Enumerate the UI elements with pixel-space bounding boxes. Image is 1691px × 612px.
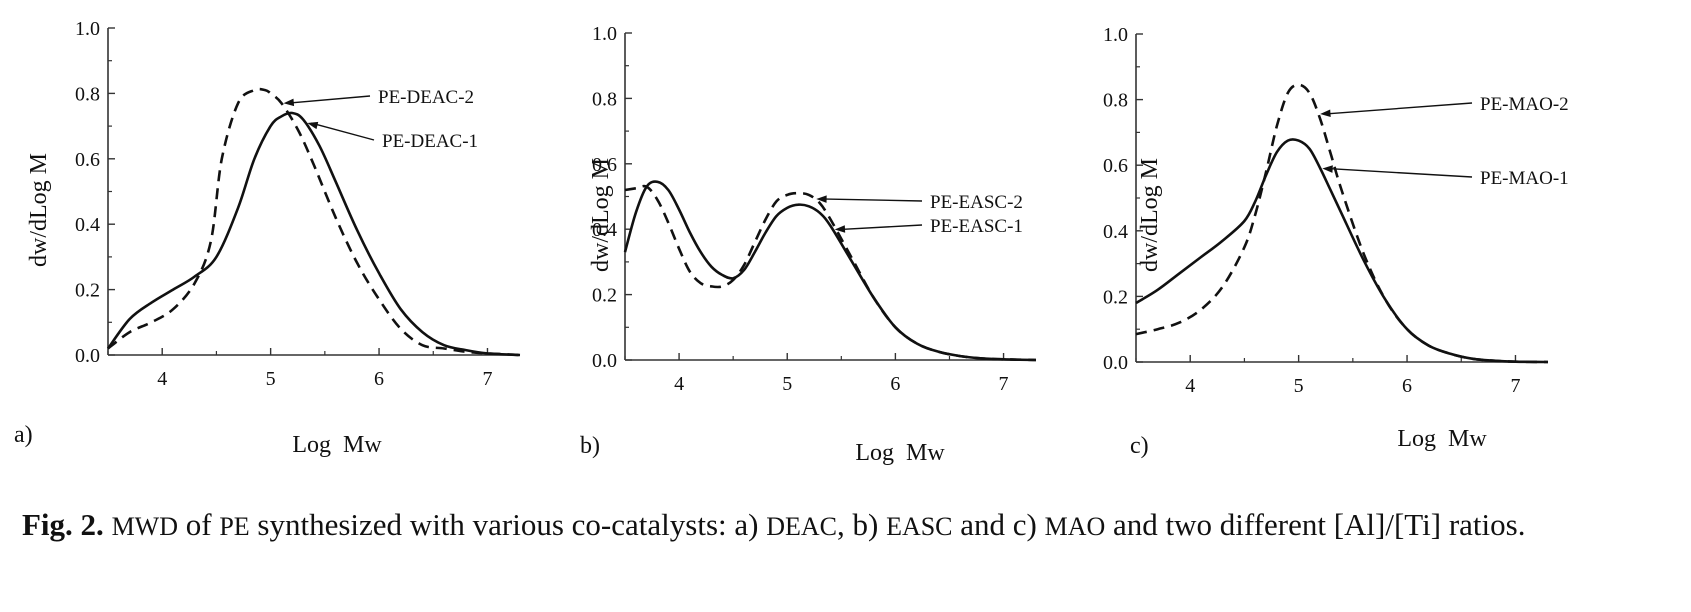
panel-c-annotation-arrowhead [1320, 109, 1331, 118]
panel-c-annotation-arrow [1326, 167, 1473, 178]
panel-b-x-tick-label: 6 [890, 373, 900, 395]
panel-c-label: c) [1130, 433, 1149, 459]
panel-b-annotation-1: PE-EASC-2 [930, 192, 1023, 213]
panel-b-x-tick-label: 5 [782, 373, 792, 395]
panel-c-series-pe-mao-2 [1135, 83, 1549, 364]
panel-c-y-tick-label: 0.8 [1103, 90, 1128, 112]
panel-b-y-tick-label: 0.2 [592, 285, 617, 307]
panel-c-annotation-arrowhead [1322, 165, 1333, 173]
panel-a-label: a) [14, 422, 33, 448]
caption-abbrev-easc: EASC [886, 512, 953, 541]
panel-c-annotation-1: PE-MAO-2 [1480, 94, 1569, 115]
panel-a-annotation-arrow [287, 95, 371, 104]
figure: 0.0 0.2 0.4 0.6 0.8 1.0 4 5 6 7 a) Log Mw dw/dLog… [14, 18, 1569, 466]
caption-text-5: and c) [952, 507, 1045, 542]
panel-b-y-tick-label: 0.4 [592, 219, 617, 241]
panel-b-label: b) [580, 433, 600, 459]
caption-text-4: , b) [836, 507, 887, 542]
panel-c-y-tick-label: 1.0 [1103, 24, 1128, 46]
caption-abbrev-mwd: MWD [111, 512, 178, 541]
panel-b-y-axis-label: dw/dLog M [588, 158, 614, 272]
panel-c-y-tick-label: 0.4 [1103, 221, 1128, 243]
panel-b-annotation-arrowhead [816, 195, 827, 203]
panel-b-y-tick-label: 0.8 [592, 88, 617, 110]
caption-text-1 [104, 507, 112, 542]
caption-abbrev-deac: DEAC [766, 512, 837, 541]
panel-a-y-axis-label: dw/dLog M [26, 153, 52, 267]
caption-text-3: synthesized with various co-catalysts: a… [249, 507, 767, 542]
panel-a-x-tick-label: 6 [374, 368, 384, 390]
panel-b-y-tick-label: 0.6 [592, 154, 617, 176]
panel-c: 0.0 0.2 0.4 0.6 0.8 1.0 4 5 6 7 c) Log Mw dw/dLog… [1103, 24, 1569, 459]
panel-b-annotation-arrowhead [834, 225, 846, 233]
panel-b-plot: 0.0 0.2 0.4 0.6 0.8 1.0 4 5 6 7 [592, 23, 1037, 395]
panel-b-annotation-arrow [838, 224, 923, 231]
caption-text-2: of [178, 507, 220, 542]
panel-c-annotation-2: PE-MAO-1 [1480, 168, 1569, 189]
panel-a-x-tick-label: 4 [157, 368, 167, 390]
panel-a-y-tick-label: 0.4 [75, 214, 100, 236]
panel-a: 0.0 0.2 0.4 0.6 0.8 1.0 4 5 6 7 a) Log Mw dw/dLog… [14, 18, 521, 458]
panel-a-x-tick-label: 5 [266, 368, 276, 390]
panel-c-x-tick-label: 6 [1402, 375, 1412, 397]
panel-c-annotation-arrow [1324, 102, 1473, 115]
panel-a-x-axis-label: Log Mw [292, 432, 382, 458]
panel-a-annotation-arrowhead [283, 98, 295, 107]
caption-abbrev-pe: PE [219, 512, 250, 541]
panel-a-series-pe-deac-1 [106, 111, 521, 357]
panel-b-x-tick-label: 4 [674, 373, 684, 395]
panel-c-y-tick-label: 0.2 [1103, 286, 1128, 308]
panel-a-y-tick-label: 0.8 [75, 83, 100, 105]
panel-c-y-tick-label: 0.0 [1103, 352, 1128, 374]
panel-a-annotation-arrow [311, 122, 375, 141]
panel-c-series-pe-mao-1 [1135, 138, 1549, 364]
panel-a-y-tick-label: 1.0 [75, 18, 100, 40]
panel-b-x-tick-label: 7 [999, 373, 1009, 395]
panel-c-x-tick-label: 5 [1294, 375, 1304, 397]
figure-caption: Fig. 2. MWD of PE synthesized with vario… [22, 505, 1672, 547]
panel-a-plot: 0.0 0.2 0.4 0.6 0.8 1.0 4 5 6 7 [75, 18, 521, 390]
panel-b-series-pe-easc-1 [623, 180, 1037, 362]
panel-c-x-axis-label: Log Mw [1397, 426, 1487, 452]
panel-b: 0.0 0.2 0.4 0.6 0.8 1.0 4 5 6 7 b) Log Mw dw/dLog… [580, 23, 1037, 466]
panel-b-annotation-2: PE-EASC-1 [930, 216, 1023, 237]
panel-a-annotation-1: PE-DEAC-2 [378, 87, 474, 108]
caption-abbrev-mao: MAO [1044, 512, 1106, 541]
caption-text-6: and two different [Al]/[Ti] ratios. [1105, 507, 1526, 542]
panel-c-plot: 0.0 0.2 0.4 0.6 0.8 1.0 4 5 6 7 [1103, 24, 1549, 397]
panel-a-series-pe-deac-2 [107, 87, 521, 357]
caption-fig-label: Fig. 2. [22, 507, 104, 542]
panel-a-x-tick-label: 7 [482, 368, 492, 390]
panel-a-y-tick-label: 0.6 [75, 149, 100, 171]
panel-a-y-tick-label: 0.2 [75, 280, 100, 302]
panel-a-annotation-arrowhead [307, 121, 319, 130]
panel-b-y-tick-label: 1.0 [592, 23, 617, 45]
panel-b-y-tick-label: 0.0 [592, 350, 617, 372]
panel-c-x-tick-label: 4 [1185, 375, 1195, 397]
panel-b-x-axis-label: Log Mw [855, 440, 945, 466]
panel-a-y-tick-label: 0.0 [75, 345, 100, 367]
panel-a-annotation-2: PE-DEAC-1 [382, 131, 478, 152]
panel-c-y-tick-label: 0.6 [1103, 155, 1128, 177]
panel-b-annotation-arrow [820, 198, 923, 202]
panel-c-x-tick-label: 7 [1510, 375, 1520, 397]
panel-c-y-axis-label: dw/dLog M [1137, 158, 1163, 272]
